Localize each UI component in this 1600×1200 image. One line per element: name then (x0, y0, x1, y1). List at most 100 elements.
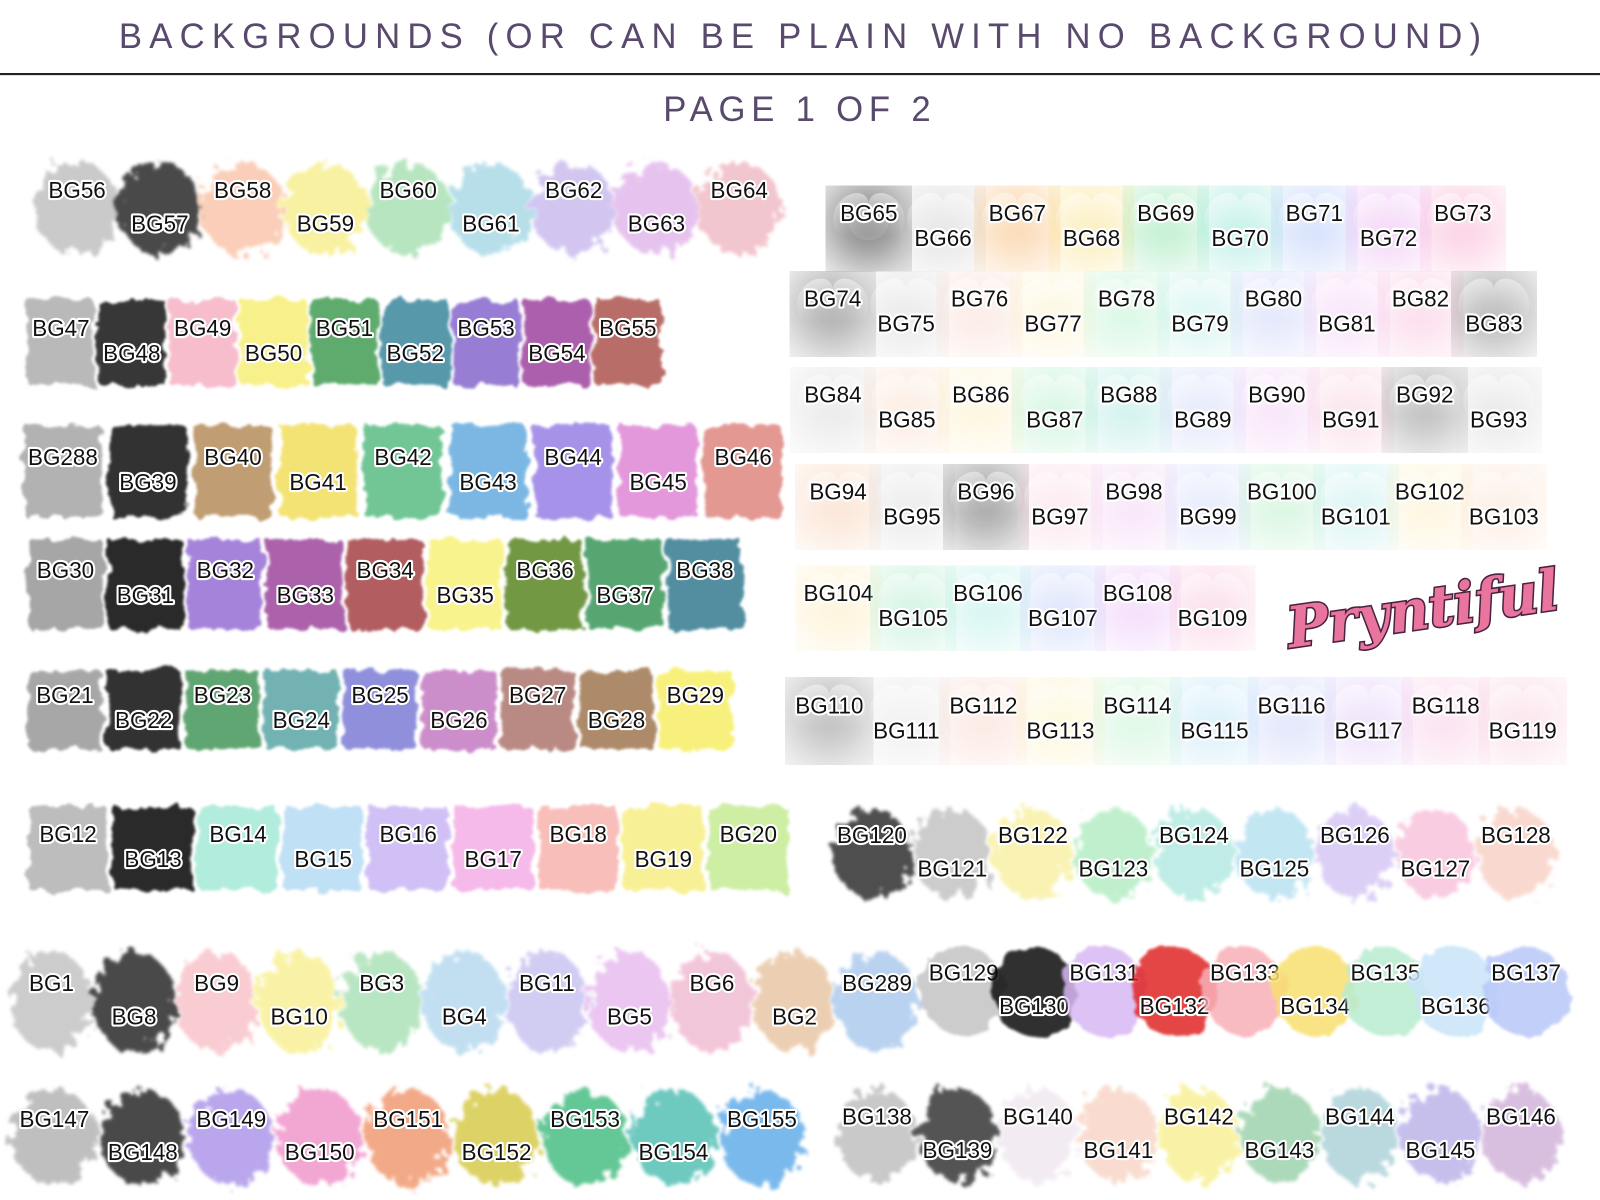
swatch-label: BG63 (628, 210, 685, 236)
square-swatch (168, 299, 237, 386)
heart-sheen (1315, 374, 1387, 446)
heart-sheen (1389, 374, 1461, 446)
swatch-label: BG144 (1325, 1103, 1395, 1129)
splash-swatch (838, 1088, 916, 1183)
heart-sheen (876, 471, 948, 543)
splash-swatch (35, 162, 119, 255)
swatch-label: BG22 (115, 707, 172, 733)
swatch-label: BG81 (1318, 310, 1375, 336)
heart-sheen (1246, 471, 1318, 543)
splash-swatch (1321, 1088, 1399, 1183)
swatch-label: BG113 (1026, 717, 1094, 743)
swatch-label: BG146 (1486, 1103, 1556, 1129)
swatch-label: BG23 (194, 682, 251, 708)
swatch-label: BG12 (39, 821, 96, 847)
square-swatch (623, 806, 704, 891)
heart-sheen (1164, 278, 1236, 350)
splash-swatch (175, 951, 258, 1052)
swatch-label: BG122 (998, 822, 1068, 848)
splash-swatch (189, 1089, 274, 1186)
heart-sheen (1100, 684, 1175, 758)
swatch-label: BG9 (194, 970, 239, 996)
swatch-label: BG93 (1470, 406, 1527, 432)
square-swatch (534, 425, 612, 518)
heart-sheen (946, 684, 1021, 758)
splash-swatch (449, 162, 533, 255)
swatch-label: BG29 (667, 682, 724, 708)
swatch-label: BG150 (285, 1139, 355, 1165)
square-swatch (500, 669, 575, 750)
square-swatch (708, 806, 789, 891)
heart-sheen (1024, 471, 1096, 543)
heart-sheen (1241, 374, 1313, 446)
heart-sheen (1204, 192, 1276, 264)
swatch-label: BG129 (929, 959, 999, 985)
heart-sheen (1331, 684, 1406, 758)
splash-swatch (697, 162, 782, 255)
swatch-label: BG24 (273, 707, 330, 733)
swatch-label: BG101 (1321, 503, 1391, 529)
splash-swatch (1074, 808, 1153, 899)
heart-sheen (797, 374, 869, 446)
splash-swatch (1235, 808, 1314, 899)
splash-swatch (258, 951, 340, 1052)
heart-sheen (871, 374, 943, 446)
swatch-label: BG115 (1180, 717, 1248, 743)
swatch-label: BG76 (951, 285, 1008, 311)
swatch-label: BG77 (1024, 310, 1081, 336)
swatch-label: BG21 (36, 682, 93, 708)
swatch-label: BG135 (1351, 959, 1421, 985)
heart-sheen (1237, 278, 1310, 350)
square-swatch (449, 425, 527, 518)
heart-sheen (1427, 192, 1499, 264)
swatch-label: BG88 (1100, 381, 1157, 407)
swatch-label: BG18 (550, 821, 607, 847)
splash-swatch (506, 951, 588, 1052)
swatch-label: BG99 (1179, 503, 1236, 529)
swatch-label: BG19 (635, 846, 692, 872)
swatch-label: BG61 (462, 210, 519, 236)
swatch-label: BG42 (374, 444, 431, 470)
swatch-label: BG67 (989, 200, 1046, 226)
swatch-label: BG34 (357, 557, 414, 583)
heart-sheen (1408, 684, 1483, 758)
brush-swatch (1483, 945, 1569, 1037)
swatch-label: BG46 (715, 444, 772, 470)
square-swatch (427, 539, 503, 630)
swatch-label: BG155 (727, 1106, 797, 1132)
square-swatch (658, 669, 733, 750)
swatch-label: BG153 (550, 1106, 620, 1132)
splash-swatch (531, 162, 616, 255)
swatch-label: BG112 (949, 692, 1017, 718)
swatch-area: BG56 BG57 BG58 BG59 BG60 BG61 BG62 BG63 BG64 BG47… (10, 162, 1569, 1186)
heart-sheen (792, 684, 867, 758)
square-swatch (422, 669, 496, 750)
square-swatch (198, 806, 278, 891)
swatch-label: BG102 (1395, 478, 1465, 504)
square-swatch (106, 669, 181, 750)
heart-sheen (1320, 471, 1392, 543)
heart-sheen (1176, 572, 1249, 644)
swatch-label: BG95 (883, 503, 940, 529)
swatch-label: BG37 (596, 582, 653, 608)
heart-sheen (1254, 684, 1329, 758)
swatch-label: BG137 (1491, 959, 1561, 985)
swatch-label: BG49 (174, 315, 231, 341)
square-swatch (283, 806, 363, 891)
splash-swatch (93, 951, 175, 1052)
heart-sheen (1102, 572, 1174, 644)
brush-swatch (1272, 945, 1358, 1037)
square-swatch (368, 806, 448, 891)
heart-sheen (1172, 471, 1244, 543)
swatch-label: BG136 (1421, 993, 1491, 1019)
splash-swatch (913, 808, 992, 899)
swatch-label: BG120 (837, 822, 907, 848)
swatch-label: BG143 (1245, 1137, 1315, 1163)
heart-sheen (833, 192, 905, 264)
brush-swatch (1061, 945, 1147, 1037)
swatch-label: BG14 (209, 821, 266, 847)
swatch-label: BG89 (1174, 406, 1231, 432)
swatch-label: BG41 (289, 469, 346, 495)
page-title: BACKGROUNDS (OR CAN BE PLAIN WITH NO BAC… (119, 17, 1481, 56)
swatch-label: BG47 (32, 315, 89, 341)
